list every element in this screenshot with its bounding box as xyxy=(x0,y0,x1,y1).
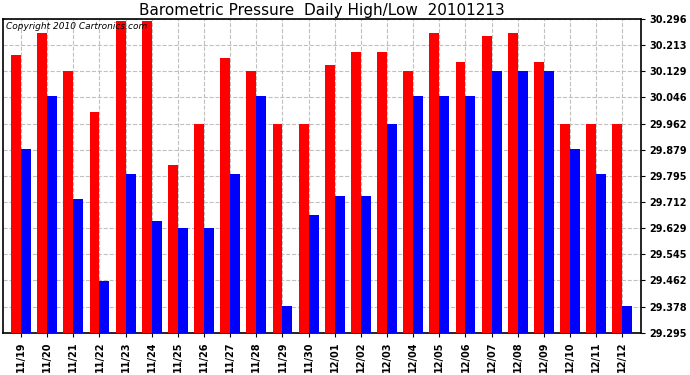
Bar xyxy=(508,33,518,333)
Bar xyxy=(246,71,256,333)
Bar xyxy=(518,71,528,333)
Bar xyxy=(90,112,99,333)
Bar xyxy=(152,221,161,333)
Bar xyxy=(413,96,423,333)
Bar xyxy=(299,124,308,333)
Bar xyxy=(282,306,293,333)
Bar xyxy=(491,71,502,333)
Bar xyxy=(116,21,126,333)
Bar xyxy=(560,124,570,333)
Bar xyxy=(73,200,83,333)
Bar xyxy=(204,228,214,333)
Bar xyxy=(325,65,335,333)
Bar xyxy=(612,124,622,333)
Bar xyxy=(403,71,413,333)
Bar xyxy=(586,124,596,333)
Bar xyxy=(63,71,73,333)
Bar xyxy=(361,196,371,333)
Text: Copyright 2010 Cartronics.com: Copyright 2010 Cartronics.com xyxy=(6,22,147,31)
Bar xyxy=(335,196,345,333)
Bar xyxy=(168,165,178,333)
Bar xyxy=(596,174,606,333)
Bar xyxy=(622,306,632,333)
Bar xyxy=(570,149,580,333)
Bar xyxy=(11,55,21,333)
Bar xyxy=(351,52,361,333)
Bar xyxy=(256,96,266,333)
Bar xyxy=(126,174,135,333)
Bar xyxy=(142,21,152,333)
Bar xyxy=(37,33,47,333)
Bar xyxy=(99,281,110,333)
Bar xyxy=(429,33,440,333)
Bar xyxy=(178,228,188,333)
Bar xyxy=(47,96,57,333)
Bar xyxy=(534,62,544,333)
Title: Barometric Pressure  Daily High/Low  20101213: Barometric Pressure Daily High/Low 20101… xyxy=(139,3,504,18)
Bar xyxy=(482,36,491,333)
Bar xyxy=(194,124,204,333)
Bar xyxy=(230,174,240,333)
Bar xyxy=(455,62,466,333)
Bar xyxy=(308,215,319,333)
Bar xyxy=(220,58,230,333)
Bar xyxy=(273,124,282,333)
Bar xyxy=(387,124,397,333)
Bar xyxy=(21,149,31,333)
Bar xyxy=(377,52,387,333)
Bar xyxy=(466,96,475,333)
Bar xyxy=(544,71,554,333)
Bar xyxy=(440,96,449,333)
